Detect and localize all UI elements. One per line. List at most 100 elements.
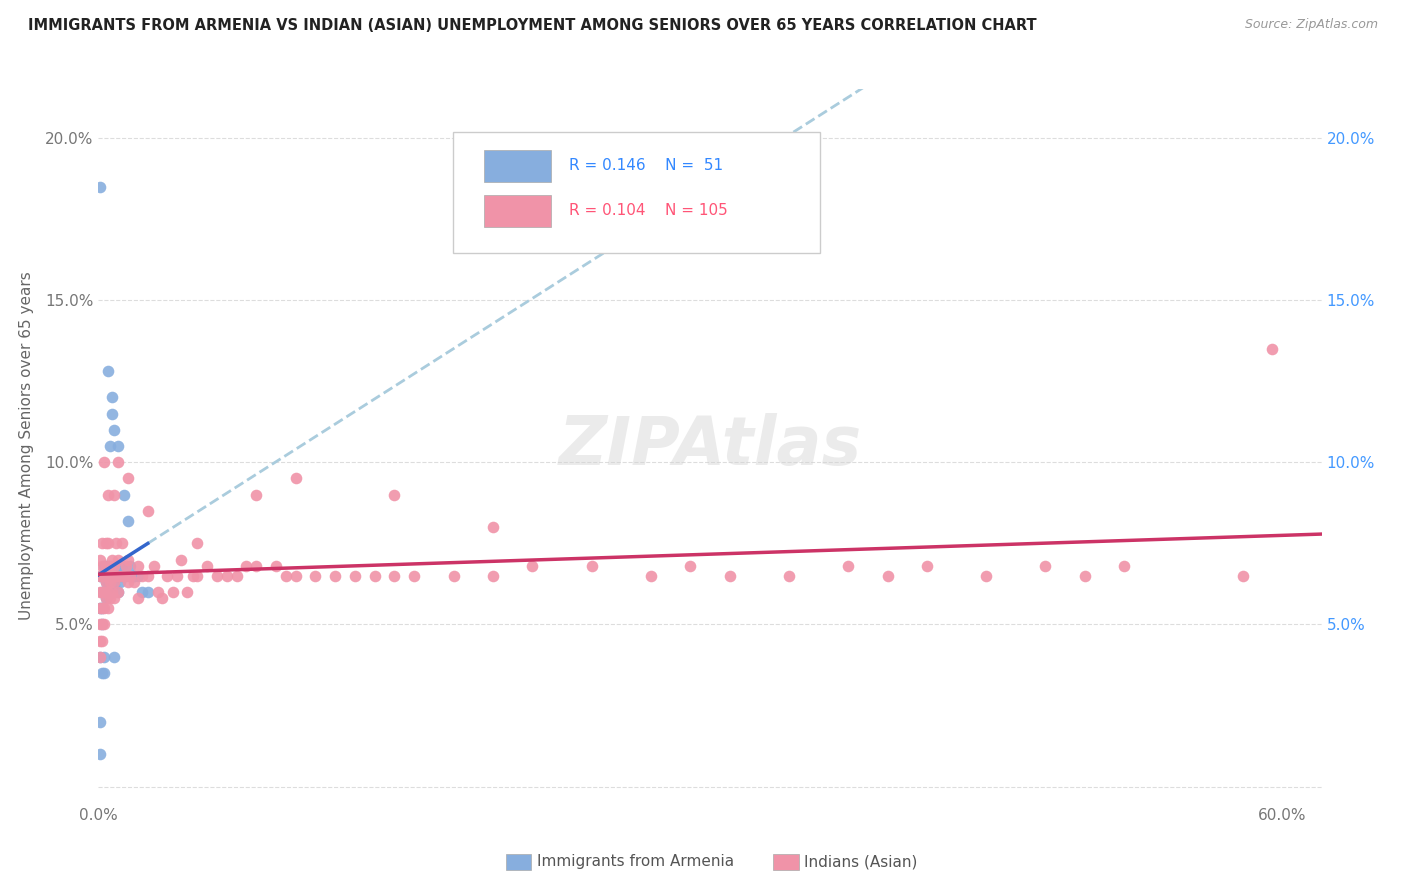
Point	[118, 559, 141, 574]
Point	[93, 568, 115, 582]
Point	[107, 568, 129, 582]
Point	[93, 666, 115, 681]
Point	[91, 585, 114, 599]
Point	[166, 568, 188, 582]
Point	[97, 568, 120, 582]
Point	[284, 568, 307, 582]
Point	[91, 585, 114, 599]
Point	[974, 568, 997, 582]
Point	[103, 649, 125, 664]
Point	[97, 488, 120, 502]
Point	[97, 559, 120, 574]
Point	[215, 568, 238, 582]
Point	[91, 666, 114, 681]
Point	[97, 536, 120, 550]
Point	[98, 559, 121, 574]
Point	[97, 578, 120, 592]
Point	[640, 568, 662, 582]
Point	[89, 649, 111, 664]
Point	[131, 568, 153, 582]
Point	[1114, 559, 1136, 574]
Point	[1232, 568, 1254, 582]
Point	[522, 559, 544, 574]
Point	[96, 559, 118, 574]
Point	[136, 585, 159, 599]
Point	[235, 559, 257, 574]
Point	[96, 575, 118, 590]
Text: R = 0.104    N = 105: R = 0.104 N = 105	[569, 203, 728, 219]
Point	[96, 568, 118, 582]
Point	[98, 439, 121, 453]
Point	[117, 514, 139, 528]
Point	[101, 585, 124, 599]
Point	[96, 536, 118, 550]
Point	[96, 591, 118, 606]
Point	[91, 633, 114, 648]
Point	[101, 390, 124, 404]
Point	[122, 568, 145, 582]
Point	[195, 559, 218, 574]
Point	[107, 585, 129, 599]
Point	[107, 455, 129, 469]
Point	[581, 559, 603, 574]
Point	[111, 568, 134, 582]
Text: R = 0.146    N =  51: R = 0.146 N = 51	[569, 159, 724, 173]
Point	[186, 568, 208, 582]
Point	[111, 568, 134, 582]
Point	[89, 601, 111, 615]
Point	[136, 568, 159, 582]
Point	[89, 633, 111, 648]
Point	[91, 568, 114, 582]
Point	[91, 568, 114, 582]
Point	[89, 714, 111, 729]
Point	[156, 568, 179, 582]
Point	[127, 591, 149, 606]
Text: IMMIGRANTS FROM ARMENIA VS INDIAN (ASIAN) UNEMPLOYMENT AMONG SENIORS OVER 65 YEA: IMMIGRANTS FROM ARMENIA VS INDIAN (ASIAN…	[28, 18, 1036, 33]
Point	[117, 575, 139, 590]
Point	[107, 552, 129, 566]
Point	[482, 568, 505, 582]
Point	[107, 439, 129, 453]
Point	[162, 585, 184, 599]
Point	[1074, 568, 1097, 582]
Point	[170, 552, 193, 566]
Point	[181, 568, 204, 582]
Point	[101, 407, 124, 421]
Point	[245, 559, 267, 574]
Point	[482, 520, 505, 534]
Point	[103, 575, 125, 590]
Point	[876, 568, 898, 582]
Point	[89, 568, 111, 582]
FancyBboxPatch shape	[484, 194, 551, 227]
Point	[93, 559, 115, 574]
Point	[225, 568, 247, 582]
Point	[115, 559, 138, 574]
Point	[89, 552, 111, 566]
Point	[304, 568, 326, 582]
Point	[122, 568, 145, 582]
Point	[91, 617, 114, 632]
Point	[1035, 559, 1057, 574]
Point	[89, 649, 111, 664]
Point	[89, 568, 111, 582]
Point	[122, 575, 145, 590]
Point	[915, 559, 938, 574]
Point	[108, 575, 131, 590]
Point	[103, 488, 125, 502]
Point	[112, 568, 135, 582]
Point	[264, 559, 287, 574]
Point	[118, 568, 141, 582]
Point	[93, 585, 115, 599]
Point	[97, 601, 120, 615]
Point	[89, 747, 111, 761]
Point	[91, 617, 114, 632]
Point	[98, 559, 121, 574]
Point	[131, 585, 153, 599]
Point	[101, 559, 124, 574]
Point	[96, 559, 118, 574]
Point	[101, 585, 124, 599]
Point	[97, 364, 120, 378]
Point	[89, 585, 111, 599]
Point	[382, 488, 405, 502]
Point	[96, 575, 118, 590]
